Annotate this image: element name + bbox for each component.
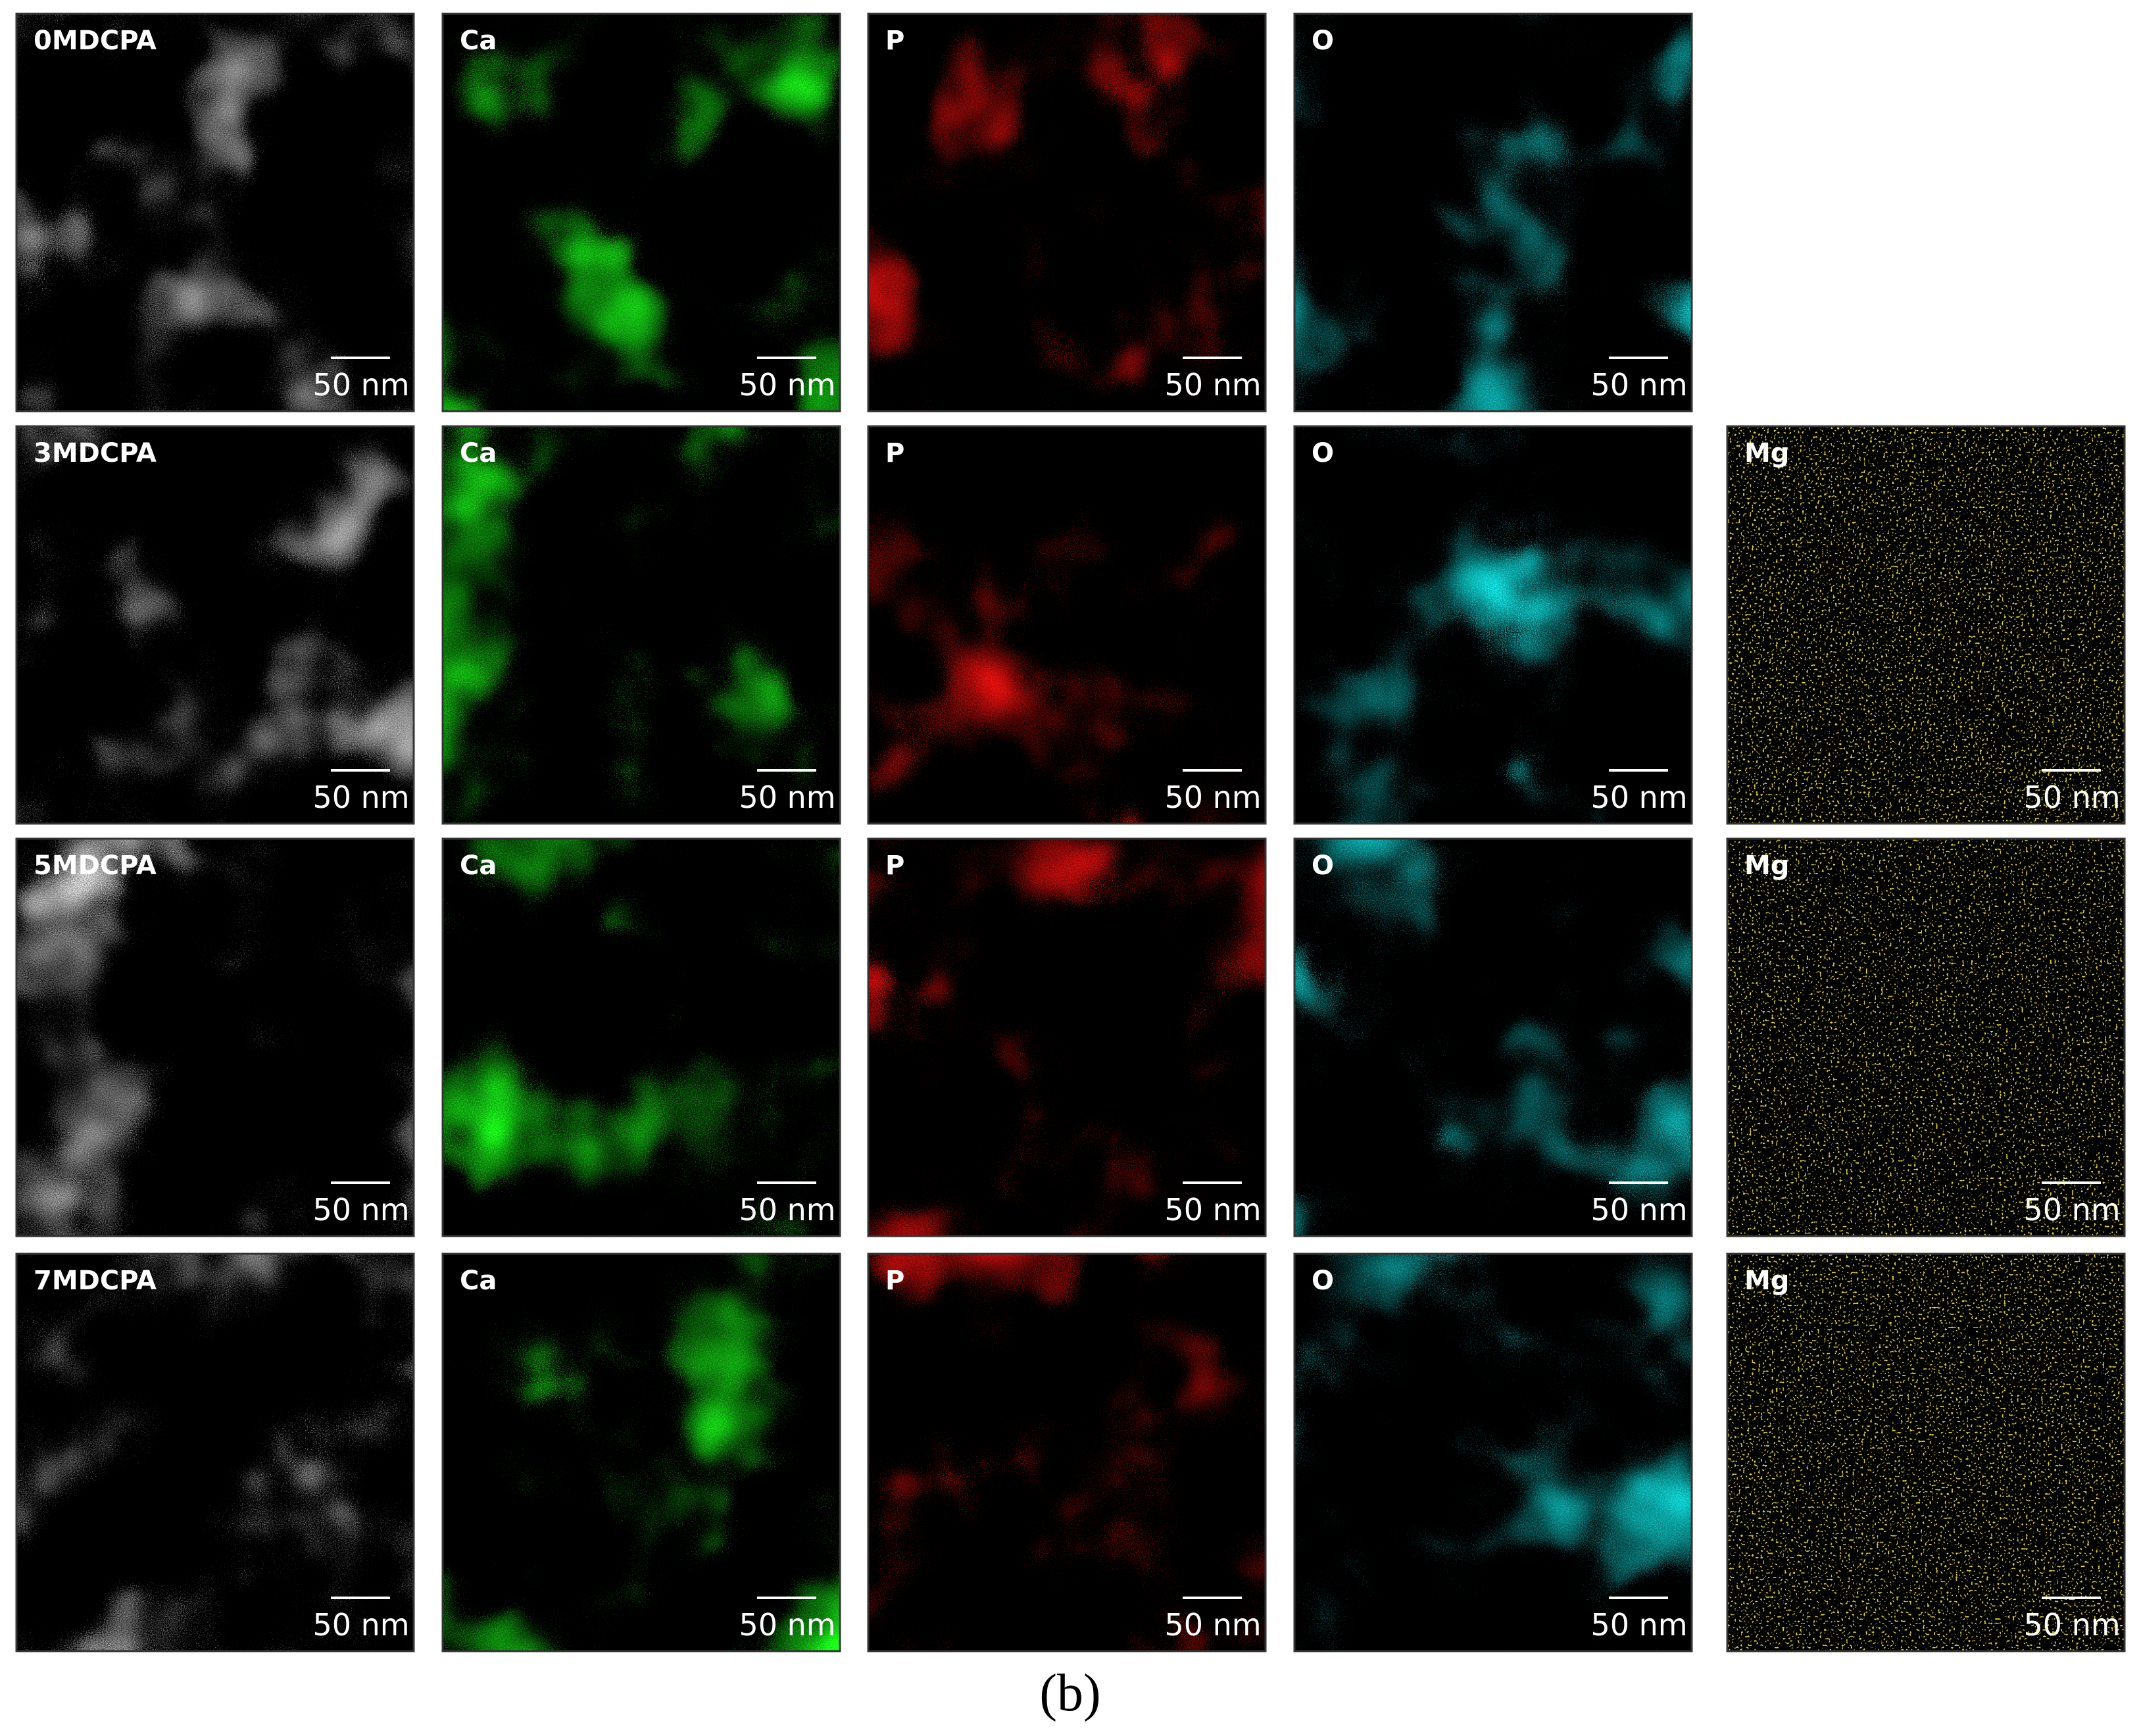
panel-label: 3MDCPA [34,438,157,468]
panel-border [15,12,415,412]
panel-label: P [885,26,904,56]
panel: O 50 nm [1293,1252,1693,1652]
panel: 7MDCPA 50 nm [15,1252,415,1652]
panel-image [1294,839,1692,1236]
panel-label: Mg [1744,438,1789,468]
scale-bar-label: 50 nm [312,1192,409,1228]
panel-border [1293,12,1693,412]
panel-image [1727,1254,2125,1651]
scale-bar-label: 50 nm [2023,1192,2120,1228]
panel-border [15,1252,415,1652]
scale-bar-label: 50 nm [1164,1607,1261,1643]
panel-label: Ca [460,851,497,881]
panel-image [16,839,414,1236]
panel-image [868,839,1266,1236]
panel-border [867,12,1267,412]
panel-image [443,426,840,824]
scale-bar-label: 50 nm [739,367,835,403]
panel: 5MDCPA 50 nm [15,837,415,1237]
panel-image [16,426,414,824]
panel-border [441,425,841,825]
panel: Mg 50 nm [1726,1252,2126,1652]
panel-border [1726,837,2126,1237]
scale-bar-label: 50 nm [1590,780,1687,815]
panel-label: 0MDCPA [34,26,157,56]
panel-label: Ca [460,1266,497,1296]
panel: Mg 50 nm [1726,425,2126,825]
panel: Ca 50 nm [441,12,841,412]
panel: Ca 50 nm [441,1252,841,1652]
scale-bar-label: 50 nm [1590,1192,1687,1228]
panel-image [443,1254,840,1651]
panel-border [441,12,841,412]
panel: P 50 nm [867,837,1267,1237]
scale-bar-label: 50 nm [2023,780,2120,815]
panel-label: P [885,851,904,881]
panel: O 50 nm [1293,837,1693,1237]
scale-bar-label: 50 nm [739,780,835,815]
panel-label: O [1312,1266,1334,1296]
panel-border [441,1252,841,1652]
panel-image [1727,839,2125,1236]
scale-bar-label: 50 nm [1590,1607,1687,1643]
panel-image [443,839,840,1236]
scale-bar-label: 50 nm [739,1192,835,1228]
scale-bar-label: 50 nm [1164,780,1261,815]
panel-label: O [1312,851,1334,881]
scale-bar-label: 50 nm [739,1607,835,1643]
panel-image [868,14,1266,411]
panel-label: O [1312,438,1334,468]
panel-border [1293,425,1693,825]
panel-image [868,1254,1266,1651]
panel: P 50 nm [867,12,1267,412]
panel-label: Mg [1744,851,1789,881]
panel-label: Mg [1744,1266,1789,1296]
scale-bar-label: 50 nm [312,367,409,403]
panel: O 50 nm [1293,425,1693,825]
scale-bar-label: 50 nm [1164,367,1261,403]
panel-image [16,1254,414,1651]
panel-image [443,14,840,411]
panel: Mg 50 nm [1726,837,2126,1237]
panel-image [1294,14,1692,411]
panel: P 50 nm [867,425,1267,825]
panel-label: Ca [460,26,497,56]
scale-bar-label: 50 nm [1164,1192,1261,1228]
panel-border [867,837,1267,1237]
panel-image [1294,1254,1692,1651]
panel: 3MDCPA 50 nm [15,425,415,825]
panel-image [1294,426,1692,824]
panel-label: 7MDCPA [34,1266,157,1296]
panel: Ca 50 nm [441,425,841,825]
panel-label: 5MDCPA [34,851,157,881]
panel: O 50 nm [1293,12,1693,412]
panel-border [15,425,415,825]
scale-bar-label: 50 nm [312,1607,409,1643]
panel-border [1726,1252,2126,1652]
scale-bar-label: 50 nm [312,780,409,815]
caption: (b) [1039,1664,1100,1722]
panel-border [867,425,1267,825]
scale-bar-label: 50 nm [1590,367,1687,403]
panel-border [867,1252,1267,1652]
panel-border [1726,425,2126,825]
panel-border [1293,1252,1693,1652]
panel-label: P [885,1266,904,1296]
panel-label: Ca [460,438,497,468]
panel-border [441,837,841,1237]
panel: 0MDCPA 50 nm [15,12,415,412]
scale-bar-label: 50 nm [2023,1607,2120,1643]
panel: Ca 50 nm [441,837,841,1237]
panel-image [16,14,414,411]
panel-label: O [1312,26,1334,56]
panel-image [1727,426,2125,824]
panel-border [15,837,415,1237]
panel-label: P [885,438,904,468]
panel-image [868,426,1266,824]
panel: P 50 nm [867,1252,1267,1652]
panel-border [1293,837,1693,1237]
